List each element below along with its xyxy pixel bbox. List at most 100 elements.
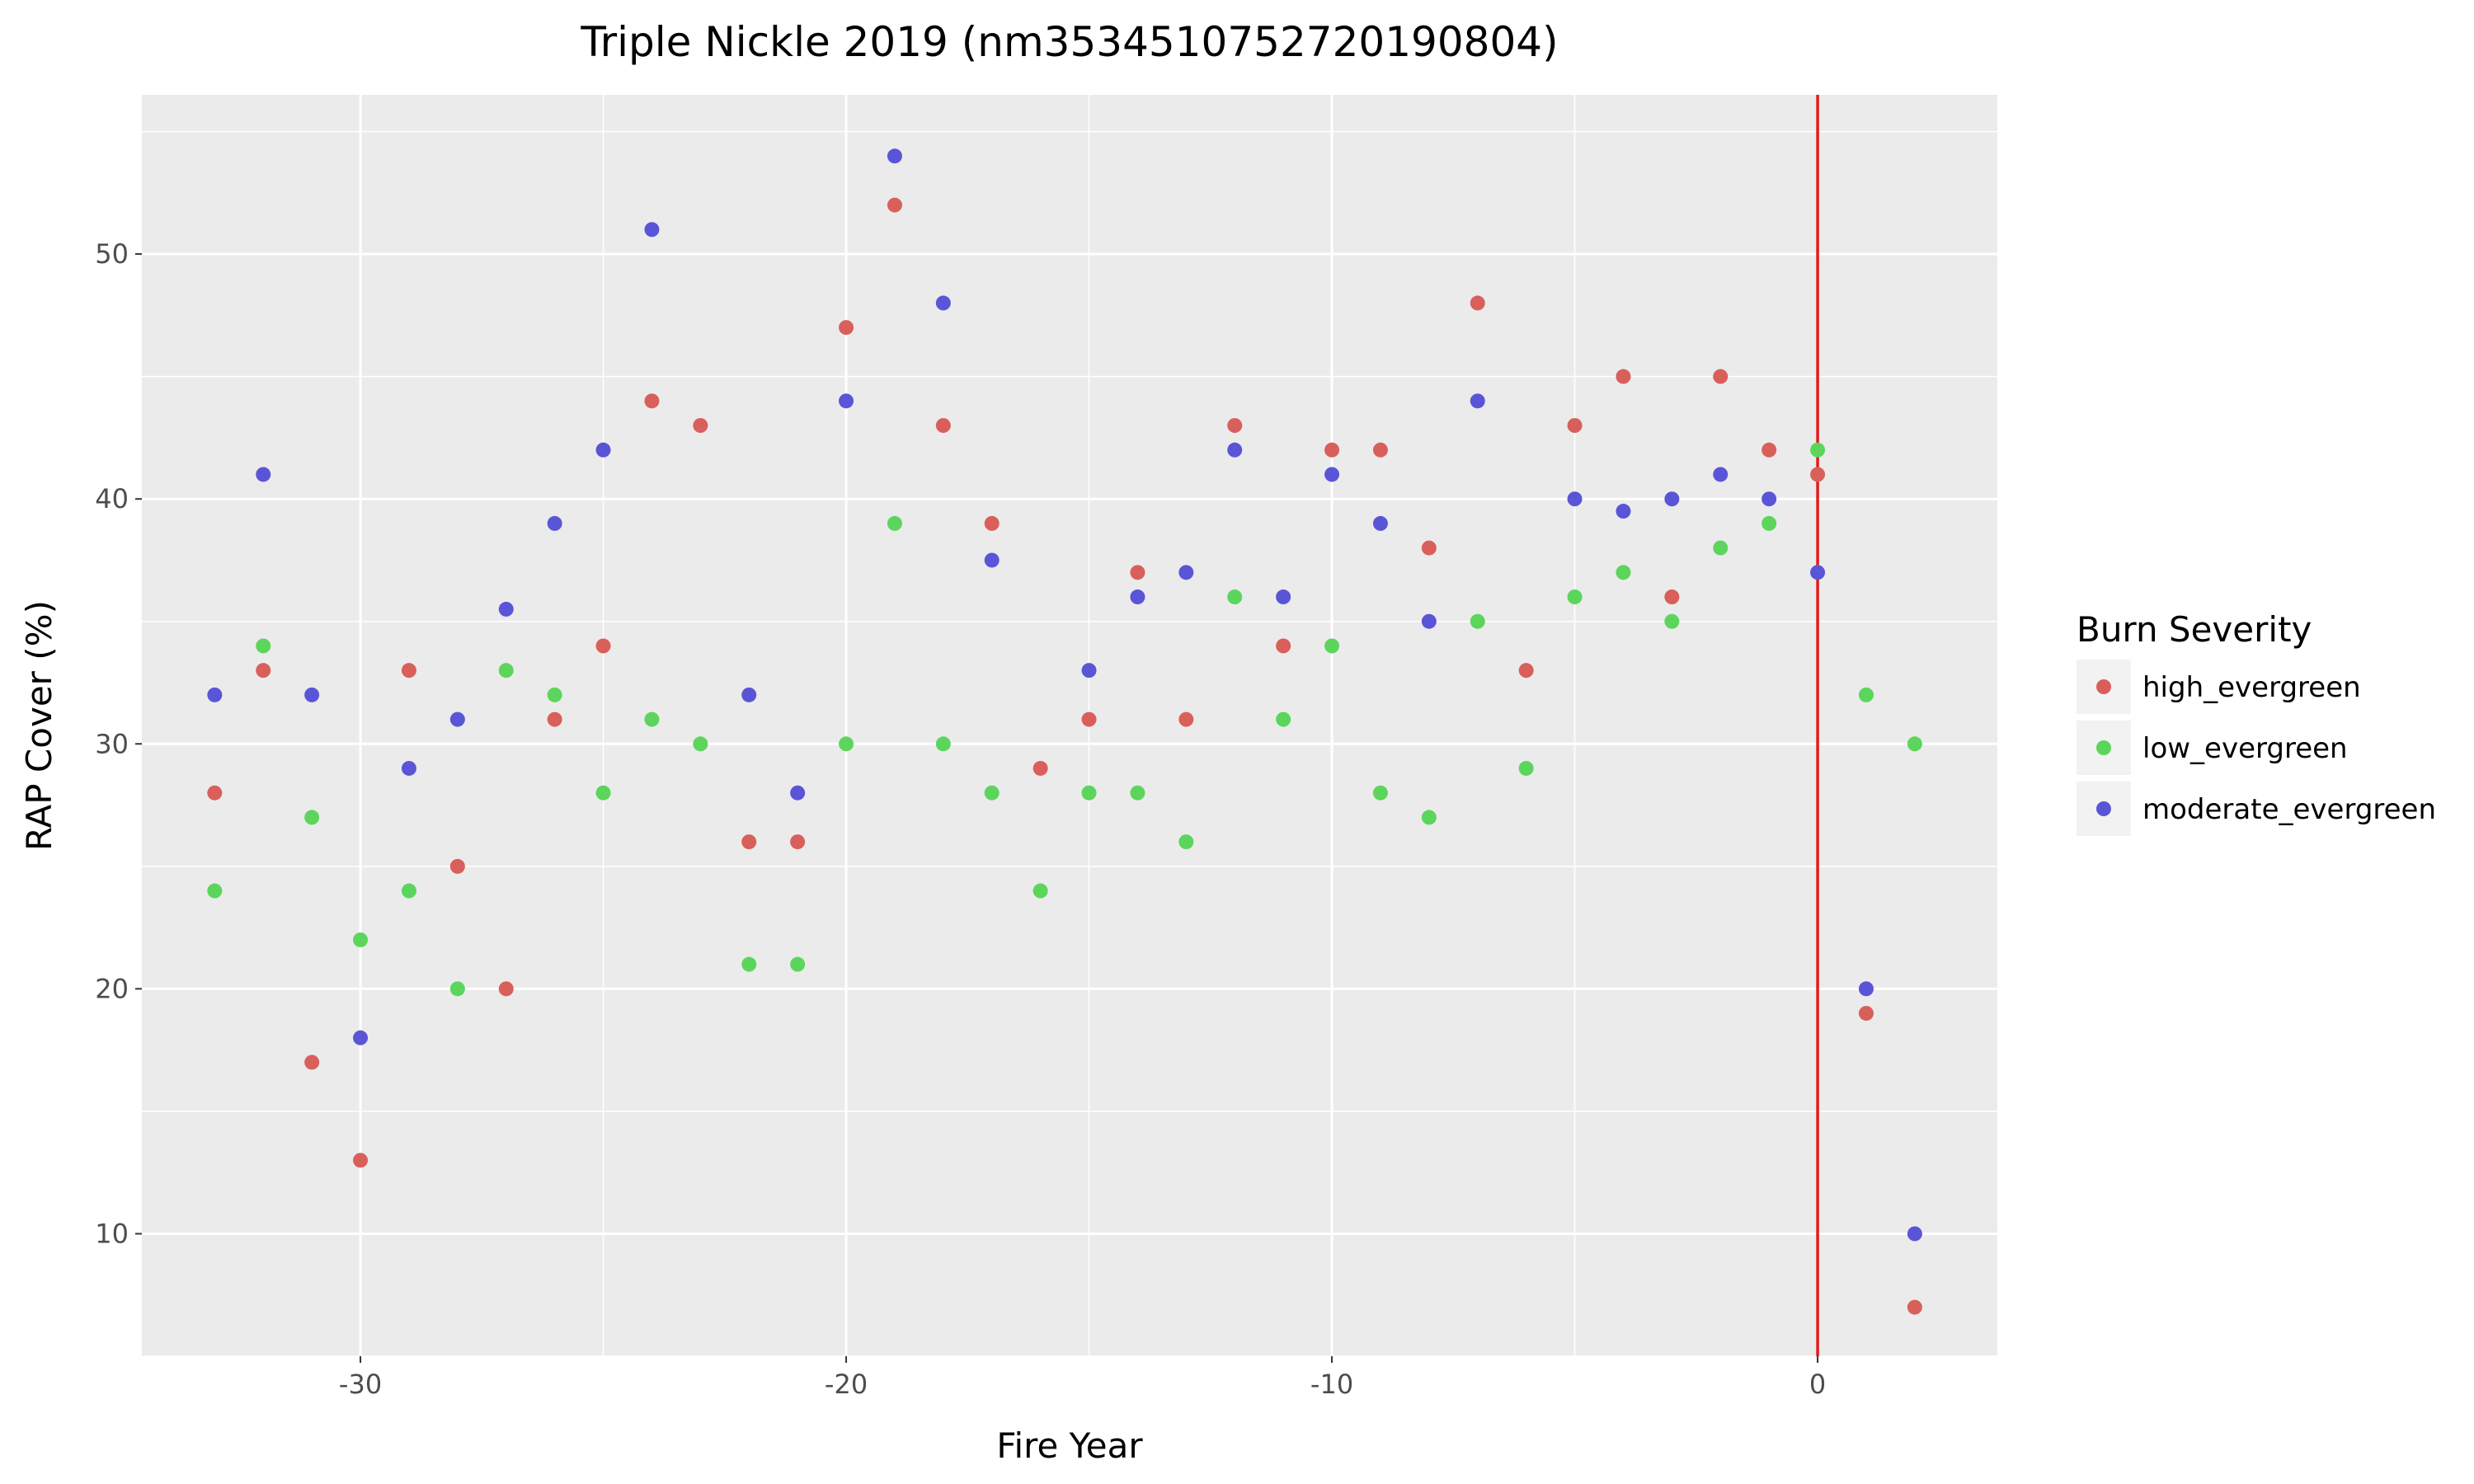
data-point xyxy=(595,785,611,801)
data-point xyxy=(401,663,416,679)
data-point xyxy=(1276,589,1291,605)
data-point xyxy=(1567,589,1583,605)
data-point xyxy=(1664,613,1680,629)
data-point xyxy=(1907,1226,1922,1242)
x-axis-ticks: -30 -20 -10 0 xyxy=(339,1356,1826,1400)
data-point xyxy=(1470,295,1485,311)
data-point xyxy=(449,858,465,874)
data-point xyxy=(984,785,999,801)
data-point xyxy=(644,711,660,727)
data-point xyxy=(1858,981,1874,997)
data-point xyxy=(1032,883,1048,899)
data-point xyxy=(1130,785,1145,801)
data-point xyxy=(1567,418,1583,434)
data-point xyxy=(1616,565,1631,580)
data-point xyxy=(547,711,562,727)
data-points xyxy=(207,148,1922,1315)
legend-item: low_evergreen xyxy=(2077,721,2348,775)
data-point xyxy=(741,687,757,702)
data-point xyxy=(1324,442,1340,458)
data-point xyxy=(693,736,708,752)
data-point xyxy=(839,320,854,336)
data-point xyxy=(1372,515,1388,531)
data-point xyxy=(1810,442,1826,458)
series-high-evergreen xyxy=(207,197,1922,1315)
data-point xyxy=(1761,442,1777,458)
data-point xyxy=(935,295,951,311)
data-point xyxy=(1470,613,1485,629)
data-point xyxy=(644,222,660,237)
data-point xyxy=(498,601,514,617)
x-tick-label: -20 xyxy=(825,1369,868,1400)
plot-panel xyxy=(142,95,1997,1356)
data-point xyxy=(1858,1006,1874,1021)
data-point xyxy=(790,834,806,850)
data-point xyxy=(449,981,465,997)
data-point xyxy=(1227,418,1243,434)
data-point xyxy=(935,418,951,434)
data-point xyxy=(984,515,999,531)
data-point xyxy=(1470,393,1485,409)
data-point xyxy=(1664,589,1680,605)
data-point xyxy=(449,711,465,727)
data-point xyxy=(207,785,223,801)
data-point xyxy=(353,932,369,947)
data-point xyxy=(256,638,271,654)
data-point xyxy=(1178,834,1194,850)
data-point xyxy=(1081,663,1097,679)
y-tick-label: 40 xyxy=(95,483,129,514)
data-point xyxy=(207,883,223,899)
data-point xyxy=(1421,613,1437,629)
y-axis-ticks: 10 20 30 40 50 xyxy=(95,238,142,1249)
data-point xyxy=(595,638,611,654)
data-point xyxy=(1324,638,1340,654)
legend-item: high_evergreen xyxy=(2077,660,2361,714)
legend: Burn Severity high_evergreen low_evergree… xyxy=(2077,609,2436,836)
data-point xyxy=(401,883,416,899)
data-point xyxy=(1616,369,1631,384)
x-tick-label: -30 xyxy=(339,1369,382,1400)
data-point xyxy=(1810,565,1826,580)
data-point xyxy=(1616,504,1631,519)
data-point xyxy=(1178,565,1194,580)
data-point xyxy=(304,810,320,825)
y-tick-label: 10 xyxy=(95,1218,129,1249)
data-point xyxy=(1567,491,1583,507)
data-point xyxy=(1130,589,1145,605)
legend-title: Burn Severity xyxy=(2077,609,2312,650)
series-low-evergreen xyxy=(207,442,1922,997)
data-point xyxy=(547,515,562,531)
legend-label: moderate_evergreen xyxy=(2142,793,2436,826)
data-point xyxy=(547,687,562,702)
data-point xyxy=(984,552,999,568)
data-point xyxy=(1713,467,1729,482)
data-point xyxy=(1858,687,1874,702)
data-point xyxy=(1907,736,1922,752)
data-point xyxy=(790,956,806,972)
data-point xyxy=(304,1054,320,1070)
data-point xyxy=(498,663,514,679)
data-point xyxy=(1761,515,1777,531)
data-point xyxy=(1276,638,1291,654)
data-point xyxy=(1372,785,1388,801)
legend-item: moderate_evergreen xyxy=(2077,782,2436,836)
data-point xyxy=(1227,442,1243,458)
data-point xyxy=(1130,565,1145,580)
data-point xyxy=(353,1153,369,1168)
data-point xyxy=(207,687,223,702)
data-point xyxy=(595,442,611,458)
data-point xyxy=(790,785,806,801)
data-point xyxy=(1810,467,1826,482)
data-point xyxy=(1518,760,1534,776)
data-point xyxy=(1713,369,1729,384)
data-point xyxy=(1713,540,1729,556)
major-gridlines xyxy=(142,95,1997,1356)
data-point xyxy=(839,393,854,409)
data-point xyxy=(1081,711,1097,727)
data-point xyxy=(1761,491,1777,507)
data-point xyxy=(1276,711,1291,727)
data-point xyxy=(693,418,708,434)
legend-items: high_evergreen low_evergreen moderate_ever… xyxy=(2077,660,2436,836)
y-tick-label: 20 xyxy=(95,973,129,1004)
